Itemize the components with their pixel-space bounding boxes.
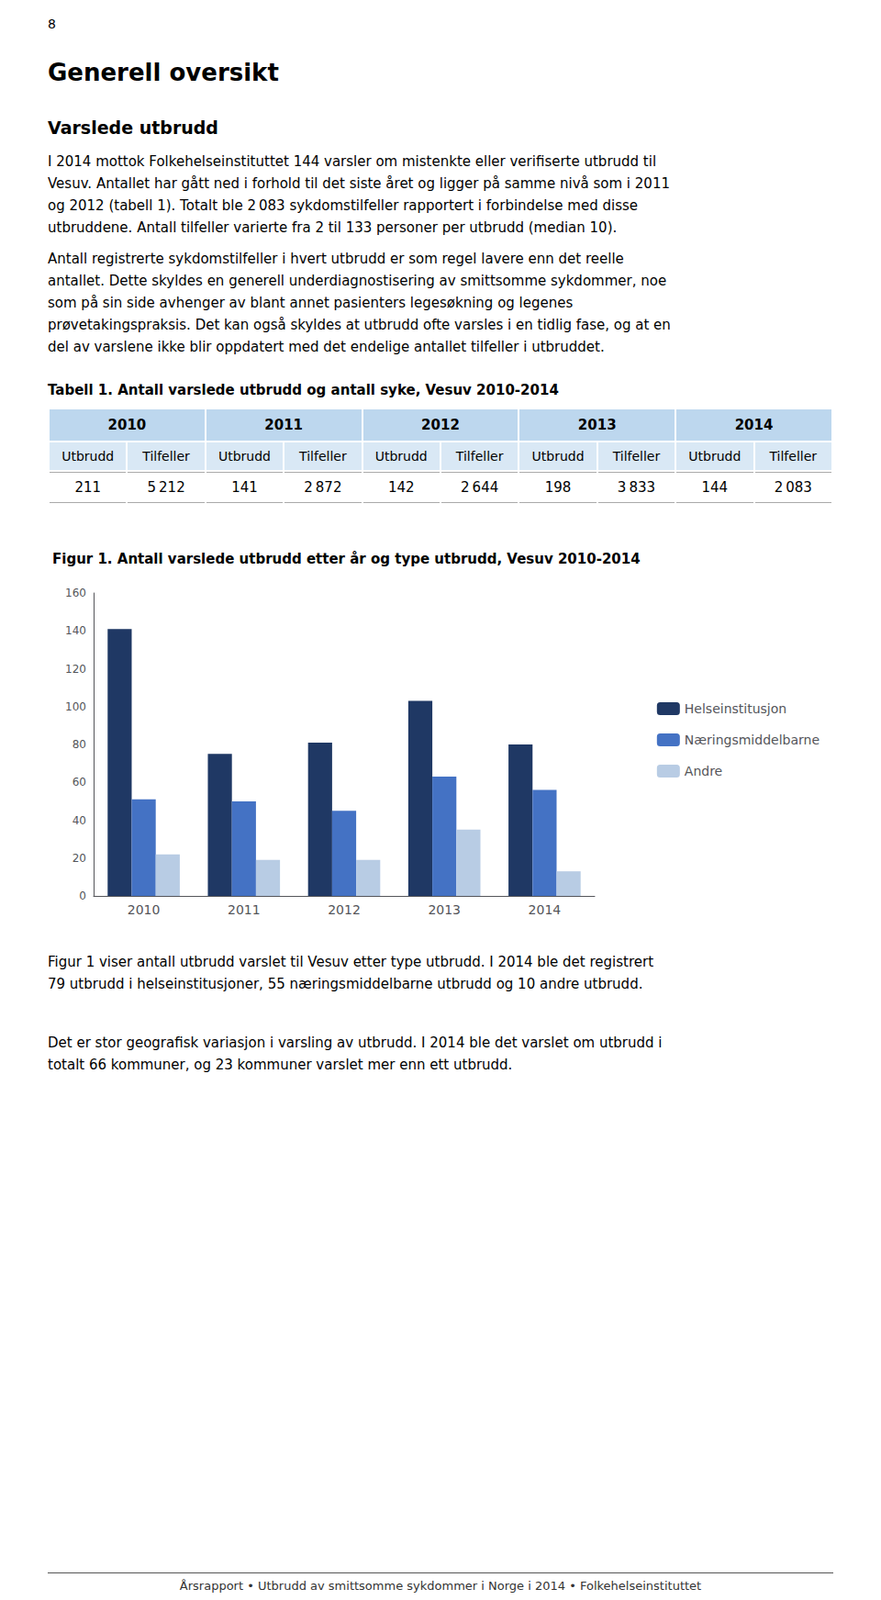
html-text:2 083: 2 083 [774, 479, 812, 496]
svg-text:0: 0 [78, 889, 87, 903]
html-text:5 212: 5 212 [147, 479, 186, 496]
svg-text:120: 120 [65, 662, 87, 676]
html-text:198: 198 [544, 479, 572, 496]
html-text:2011: 2011 [264, 416, 303, 434]
svg-text:40: 40 [72, 814, 87, 827]
html-text:Antall registrerte sykdomstilf: Antall registrerte sykdomstilfeller i hv… [47, 250, 624, 268]
html-text:2 872: 2 872 [304, 479, 342, 496]
html-text:8: 8 [47, 16, 56, 32]
html-text:2010: 2010 [107, 416, 147, 434]
html-text:Utbrudd: Utbrudd [61, 448, 114, 464]
svg-text:2013: 2013 [427, 902, 461, 917]
html-text:Generell oversikt: Generell oversikt [47, 58, 279, 87]
html-text:Tilfeller: Tilfeller [455, 448, 504, 464]
svg-text:Andre: Andre [684, 763, 723, 779]
svg-text:80: 80 [72, 737, 87, 751]
html-text:144: 144 [701, 479, 728, 496]
html-text:2013: 2013 [578, 416, 617, 434]
html-text:Tilfeller: Tilfeller [142, 448, 190, 464]
html-text:2 644: 2 644 [460, 479, 499, 496]
html-text:og 2012 (tabell 1). Totalt ble: og 2012 (tabell 1). Totalt ble 2 083 syk… [47, 197, 638, 214]
html-text:som på sin side avhenger av bl: som på sin side avhenger av blant annet … [47, 294, 573, 312]
html-text:prøvetakingspraksis. Det kan o: prøvetakingspraksis. Det kan også skylde… [47, 316, 671, 334]
svg-text:Figur 1. Antall varslede utbru: Figur 1. Antall varslede utbrudd etter å… [52, 550, 641, 568]
html-text:Figur 1 viser antall utbrudd v: Figur 1 viser antall utbrudd varslet til… [47, 953, 654, 971]
svg-text:160: 160 [65, 586, 87, 600]
svg-text:60: 60 [72, 775, 87, 789]
html-text:totalt 66 kommuner, og 23 komm: totalt 66 kommuner, og 23 kommuner varsl… [47, 1056, 513, 1073]
html-text:Tilfeller: Tilfeller [769, 448, 817, 464]
html-text:3 833: 3 833 [617, 479, 656, 496]
html-text:Utbrudd: Utbrudd [375, 448, 428, 464]
html-text:del av varslene ikke blir oppd: del av varslene ikke blir oppdatert med … [47, 338, 605, 356]
html-text:Tilfeller: Tilfeller [299, 448, 347, 464]
html-text:utbruddene. Antall tilfeller v: utbruddene. Antall tilfeller varierte fr… [47, 219, 617, 236]
html-text:Utbrudd: Utbrudd [688, 448, 741, 464]
html-text:Varslede utbrudd: Varslede utbrudd [47, 117, 219, 138]
html-text:79 utbrudd i helseinstitusjone: 79 utbrudd i helseinstitusjoner, 55 næri… [47, 975, 643, 993]
html-text:Tabell 1. Antall varslede utbr: Tabell 1. Antall varslede utbrudd og ant… [47, 381, 559, 399]
svg-text:2010: 2010 [127, 902, 161, 917]
svg-text:2012: 2012 [327, 902, 361, 917]
html-text:Utbrudd: Utbrudd [218, 448, 271, 464]
html-text:142: 142 [388, 479, 415, 496]
html-text:Utbrudd: Utbrudd [531, 448, 585, 464]
html-text:Tilfeller: Tilfeller [612, 448, 661, 464]
svg-text:Næringsmiddelbarne: Næringsmiddelbarne [684, 732, 820, 748]
svg-text:2014: 2014 [528, 902, 562, 917]
html-text:2014: 2014 [734, 416, 774, 434]
html-text:Årsrapport • Utbrudd av smitts: Årsrapport • Utbrudd av smittsomme sykdo… [179, 1578, 702, 1593]
svg-text:100: 100 [65, 700, 87, 714]
html-text:antallet. Dette skyldes en gen: antallet. Dette skyldes en generell unde… [47, 272, 667, 290]
svg-text:140: 140 [65, 624, 87, 637]
html-text:I 2014 mottok Folkehelseinstit: I 2014 mottok Folkehelseinstituttet 144 … [47, 153, 657, 170]
html-text:211: 211 [74, 479, 101, 496]
html-text:Det er stor geografisk variasj: Det er stor geografisk variasjon i varsl… [47, 1034, 663, 1051]
html-text:141: 141 [231, 479, 258, 496]
svg-text:2011: 2011 [227, 902, 261, 917]
html-text:2012: 2012 [421, 416, 460, 434]
svg-text:20: 20 [72, 851, 87, 865]
html-text:Vesuv. Antallet har gått ned i: Vesuv. Antallet har gått ned i forhold t… [47, 175, 670, 192]
svg-text:Helseinstitusjon: Helseinstitusjon [684, 701, 787, 716]
